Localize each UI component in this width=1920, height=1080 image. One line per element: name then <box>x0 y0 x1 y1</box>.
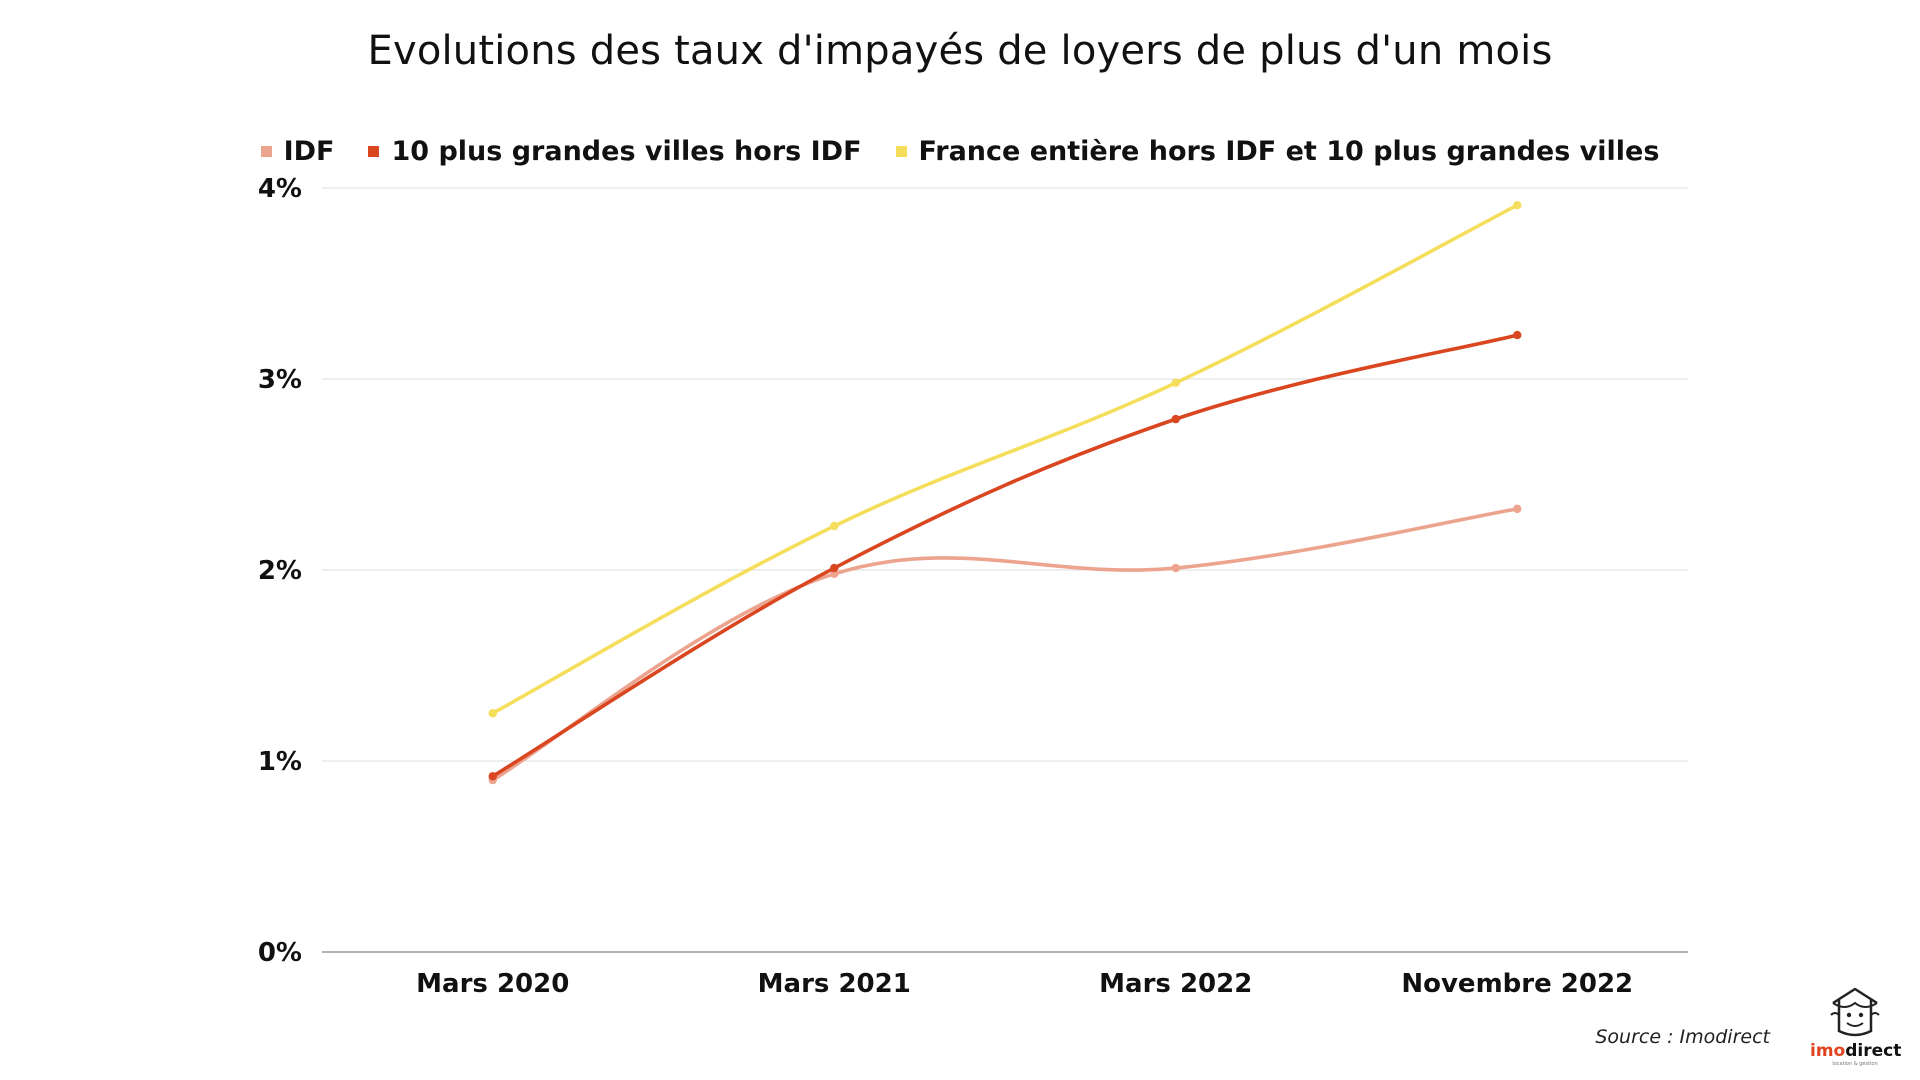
data-point-1 <box>830 563 839 573</box>
source-note: Source : Imodirect <box>1595 1026 1770 1048</box>
data-point-1 <box>1171 414 1180 424</box>
y-tick-label: 3% <box>258 365 302 395</box>
data-point-0 <box>1171 563 1180 573</box>
x-tick-label: Novembre 2022 <box>1401 969 1633 999</box>
series-line-1 <box>490 333 1520 779</box>
logo-tagline: location & gestion <box>1832 1061 1878 1067</box>
data-point-1 <box>488 772 497 781</box>
data-point-2 <box>1171 378 1180 388</box>
y-tick-label: 2% <box>258 556 302 586</box>
legend-item-0: IDF <box>260 136 335 167</box>
legend-label: IDF <box>283 136 335 167</box>
imodirect-logo: imodirect location & gestion <box>1810 985 1902 1070</box>
x-tick-label: Mars 2021 <box>758 969 911 999</box>
data-point-0 <box>1513 504 1522 514</box>
legend: IDF 10 plus grandes villes hors IDF France… <box>0 136 1920 167</box>
x-tick-label: Mars 2022 <box>1099 969 1252 999</box>
data-point-2 <box>1513 200 1522 210</box>
house-face-icon <box>1830 987 1880 1037</box>
legend-swatch <box>368 146 380 157</box>
y-tick-label: 4% <box>258 174 302 204</box>
chart-title: Evolutions des taux d'impayés de loyers … <box>367 28 1553 74</box>
data-point-2 <box>488 709 497 718</box>
legend-label: France entière hors IDF et 10 plus grand… <box>918 136 1660 167</box>
logo-wordmark: imodirect <box>1810 1041 1902 1061</box>
series-line-2 <box>490 203 1520 716</box>
legend-item-2: France entière hors IDF et 10 plus grand… <box>895 136 1660 167</box>
legend-swatch <box>895 146 907 157</box>
y-tick-label: 0% <box>258 938 302 968</box>
legend-label: 10 plus grandes villes hors IDF <box>391 136 862 167</box>
data-point-1 <box>1513 330 1522 340</box>
series-line-0 <box>490 507 1520 782</box>
x-tick-label: Mars 2020 <box>416 969 569 999</box>
legend-item-1: 10 plus grandes villes hors IDF <box>368 136 862 167</box>
y-tick-label: 1% <box>258 747 302 777</box>
data-point-2 <box>830 521 839 531</box>
legend-swatch <box>260 146 272 157</box>
